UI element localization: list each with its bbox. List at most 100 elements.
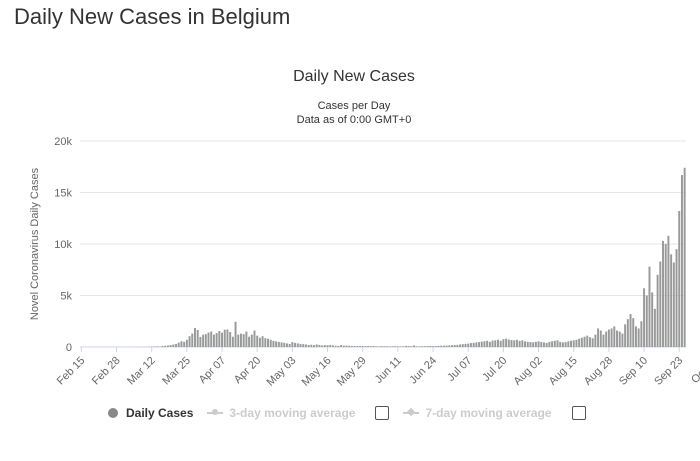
- bar: [556, 340, 559, 347]
- bar: [529, 342, 532, 347]
- bar: [680, 174, 683, 347]
- bar: [664, 244, 667, 347]
- bar: [153, 346, 156, 347]
- x-tick-label: Jun 24: [407, 355, 439, 387]
- bar: [169, 345, 172, 347]
- bar: [296, 343, 299, 347]
- bar: [177, 342, 180, 347]
- bar: [640, 321, 643, 347]
- y-tick-label: 10k: [54, 239, 72, 251]
- bar: [272, 340, 275, 347]
- x-tick-label: Sep 10: [617, 355, 650, 388]
- legend-item-7day-avg[interactable]: 7-day moving average: [403, 406, 552, 420]
- bar: [432, 346, 435, 347]
- bar: [242, 334, 245, 348]
- bar: [364, 346, 367, 347]
- bar: [610, 328, 613, 347]
- chart-title: Daily New Cases: [293, 68, 415, 85]
- bar: [407, 346, 410, 347]
- bar: [199, 336, 202, 347]
- bar: [672, 262, 675, 347]
- bar: [250, 334, 253, 347]
- bar: [553, 340, 556, 347]
- x-tick-label: Jun 11: [373, 355, 404, 386]
- bar: [356, 345, 359, 347]
- bar: [451, 345, 453, 347]
- legend-item-3day-avg[interactable]: 3-day moving average: [207, 406, 355, 420]
- bar: [564, 342, 567, 347]
- chart-subtitle: Cases per Day: [318, 100, 391, 112]
- bar: [353, 346, 356, 347]
- bar: [607, 329, 610, 347]
- bar: [464, 343, 467, 347]
- bar: [594, 334, 597, 347]
- bar: [570, 340, 572, 347]
- bar: [472, 342, 475, 347]
- bar: [377, 346, 380, 347]
- bar: [264, 338, 267, 347]
- legend-item-daily-cases[interactable]: Daily Cases: [108, 406, 193, 420]
- y-tick-label: 5k: [60, 291, 72, 303]
- bar: [202, 334, 205, 347]
- bar: [348, 345, 351, 347]
- bar: [629, 314, 632, 347]
- y-axis-label: Novel Coronavirus Daily Cases: [29, 167, 41, 320]
- bar: [667, 235, 670, 347]
- bar: [586, 335, 589, 347]
- bar: [291, 342, 294, 347]
- bar: [597, 328, 600, 347]
- bar: [239, 333, 242, 347]
- checkbox-3day-avg[interactable]: [375, 406, 390, 420]
- bar: [440, 345, 443, 347]
- bar: [204, 334, 207, 348]
- bar: [659, 261, 662, 347]
- bar: [502, 339, 505, 347]
- bar: [413, 345, 416, 347]
- bar: [461, 344, 464, 347]
- bar: [515, 339, 518, 347]
- bar: [166, 345, 169, 347]
- bar: [588, 337, 591, 347]
- bar: [191, 333, 194, 347]
- bar: [491, 340, 494, 347]
- bar: [426, 346, 429, 347]
- x-tick-label: Oct 06: [689, 355, 700, 386]
- bar: [285, 343, 288, 347]
- bar: [207, 332, 210, 347]
- bar: [331, 345, 334, 347]
- bar: [334, 345, 337, 347]
- bar: [350, 345, 353, 347]
- bar: [480, 341, 483, 347]
- bar: [321, 345, 324, 347]
- bar: [380, 346, 383, 347]
- bar: [326, 345, 329, 347]
- bar: [248, 336, 251, 347]
- bar: [656, 274, 659, 347]
- bar: [653, 308, 656, 347]
- bar: [318, 344, 321, 347]
- bar: [545, 342, 548, 347]
- bar: [626, 319, 629, 347]
- bar: [405, 345, 407, 347]
- x-tick-label: Mar 12: [125, 355, 158, 388]
- bar: [605, 331, 608, 347]
- checkbox-7day-avg[interactable]: [571, 406, 586, 420]
- x-tick-label: Aug 28: [582, 355, 615, 388]
- bar: [299, 343, 302, 347]
- bar: [524, 341, 527, 347]
- bar: [164, 345, 167, 347]
- bar: [313, 345, 315, 347]
- bar: [258, 337, 261, 347]
- bar: [442, 345, 445, 347]
- bar: [359, 346, 361, 347]
- bar: [437, 345, 440, 347]
- bar: [675, 249, 678, 347]
- bar: [497, 339, 499, 347]
- bar: [575, 339, 578, 347]
- bar: [388, 346, 391, 347]
- bar: [237, 334, 240, 347]
- bar: [375, 346, 378, 347]
- bar: [329, 344, 332, 347]
- legend-label-daily-cases: Daily Cases: [126, 406, 194, 420]
- bar: [445, 345, 448, 347]
